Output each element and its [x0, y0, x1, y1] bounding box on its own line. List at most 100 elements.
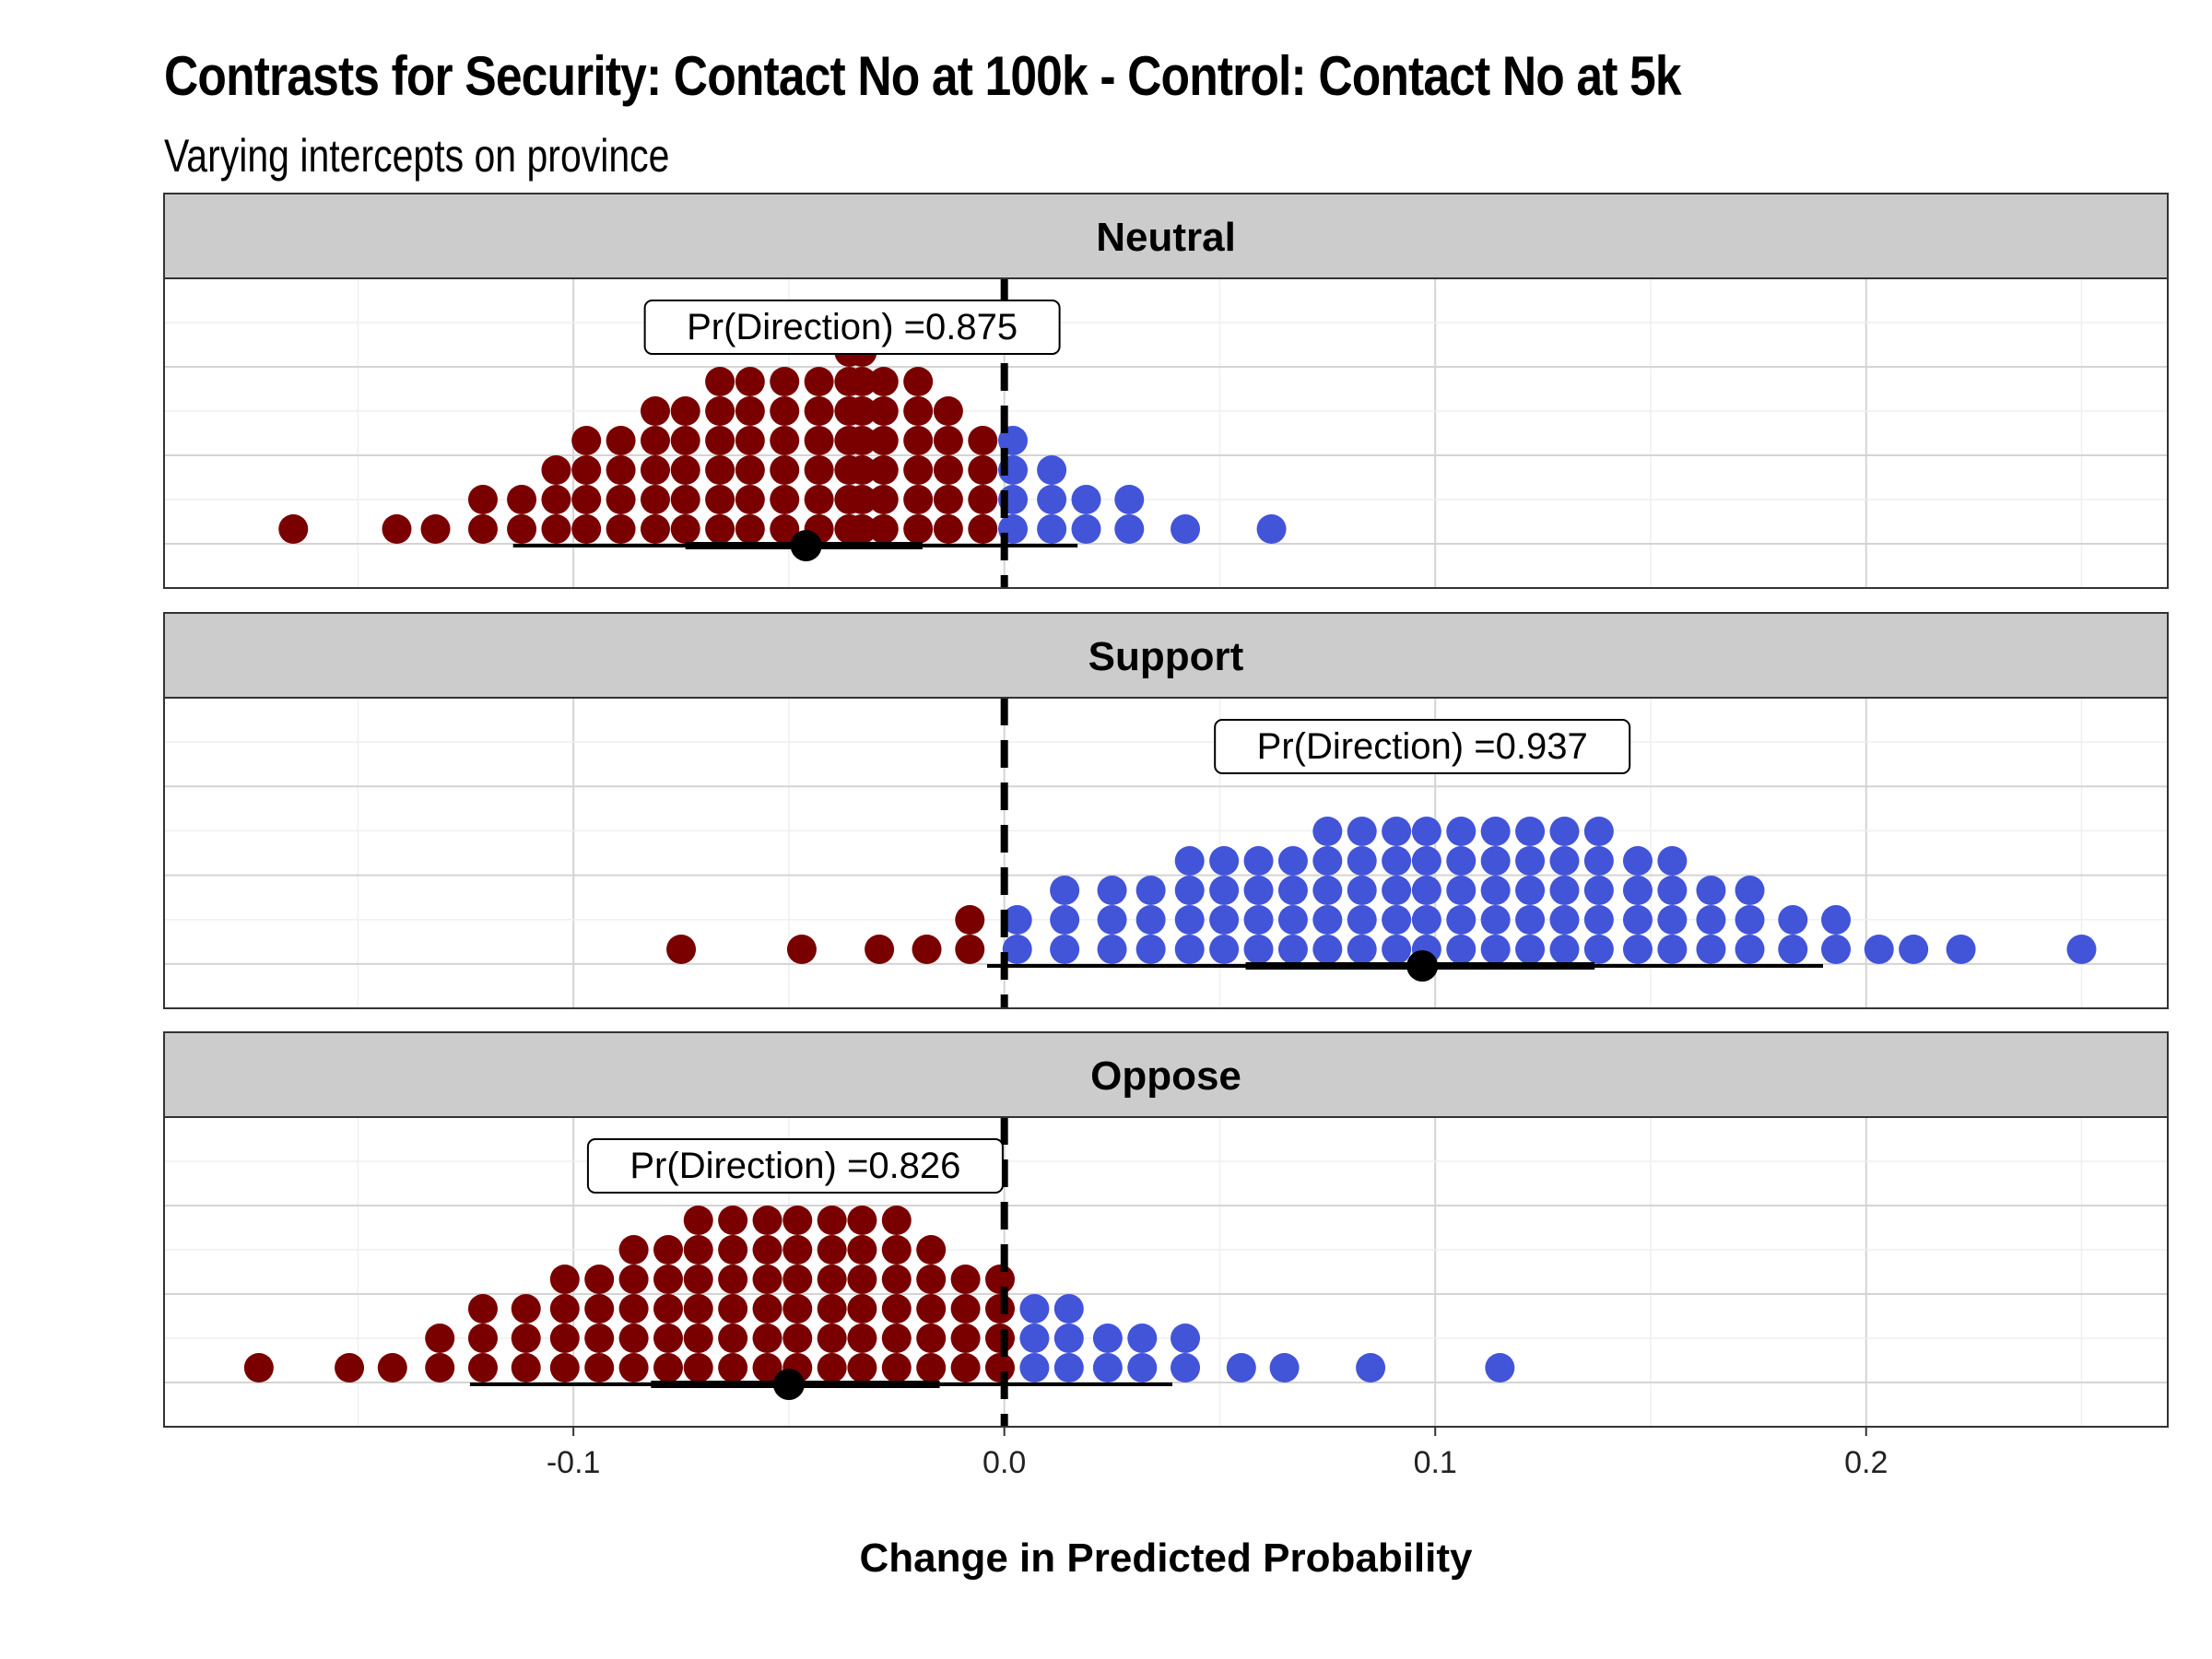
dot-mark	[1382, 905, 1412, 935]
dot-mark	[1050, 935, 1080, 964]
dot-mark	[683, 1265, 713, 1294]
dot-mark	[1480, 905, 1511, 935]
dot-mark	[1549, 935, 1580, 964]
dot-mark	[881, 1353, 912, 1382]
dot-mark	[1347, 876, 1377, 905]
dot-mark	[670, 426, 700, 455]
dot-mark	[903, 367, 934, 396]
dot-mark	[955, 935, 985, 964]
panel-background	[164, 698, 2168, 1008]
dot-mark	[770, 514, 800, 544]
dot-mark	[1411, 876, 1441, 905]
dot-mark	[2066, 935, 2097, 964]
facet-strip-label: Neutral	[1096, 215, 1236, 260]
dot-mark	[618, 1294, 649, 1324]
dot-mark	[584, 1265, 615, 1294]
dot-mark	[1053, 1353, 1084, 1382]
dot-mark	[865, 935, 895, 964]
dot-mark	[653, 1294, 684, 1324]
dot-mark	[1411, 846, 1441, 876]
dot-mark	[1243, 876, 1274, 905]
dot-mark	[1312, 846, 1343, 876]
dot-mark	[1515, 846, 1546, 876]
dot-mark	[467, 1353, 498, 1382]
dot-mark	[1515, 935, 1546, 964]
dot-mark	[1382, 817, 1412, 846]
dot-mark	[1226, 1353, 1256, 1382]
dot-mark	[817, 1206, 847, 1235]
dot-mark	[1778, 905, 1808, 935]
dot-mark	[912, 935, 942, 964]
dot-mark	[420, 514, 451, 544]
dot-mark	[1583, 935, 1614, 964]
dot-mark	[817, 1265, 847, 1294]
dot-mark	[718, 1353, 748, 1382]
dot-mark	[968, 514, 998, 544]
dot-mark	[1347, 817, 1377, 846]
dot-mark	[1171, 514, 1201, 544]
dot-mark	[868, 396, 899, 426]
dot-mark	[985, 1265, 1016, 1294]
dot-mark	[735, 485, 765, 514]
dot-mark	[1411, 817, 1441, 846]
dot-mark	[735, 396, 765, 426]
dot-mark	[584, 1324, 615, 1353]
dot-mark	[933, 426, 963, 455]
dot-mark	[847, 485, 877, 514]
pr-direction-label: Pr(Direction) =0.826	[629, 1146, 960, 1186]
dot-mark	[782, 1265, 813, 1294]
dot-mark	[670, 514, 700, 544]
dot-mark	[985, 1294, 1016, 1324]
facet-strip	[163, 1031, 2169, 1118]
dot-mark	[467, 485, 498, 514]
dot-mark	[950, 1353, 981, 1382]
dot-mark	[584, 1294, 615, 1324]
dot-mark	[933, 455, 963, 485]
dot-mark	[1127, 1353, 1158, 1382]
dot-mark	[718, 1265, 748, 1294]
dot-mark	[606, 455, 636, 485]
dot-mark	[847, 514, 877, 544]
dot-mark	[1446, 846, 1477, 876]
dot-mark	[770, 396, 800, 426]
dot-mark	[770, 455, 800, 485]
dot-mark	[1696, 905, 1726, 935]
dot-mark	[670, 455, 700, 485]
panel-border	[163, 277, 2169, 589]
dot-mark	[1114, 485, 1145, 514]
facet-strip-label: Support	[1088, 634, 1244, 679]
dot-mark	[606, 426, 636, 455]
dot-mark	[1622, 876, 1653, 905]
dot-mark	[618, 1324, 649, 1353]
dot-mark	[511, 1294, 541, 1324]
dot-mark	[1735, 876, 1765, 905]
dot-mark	[705, 367, 735, 396]
dot-mark	[1515, 905, 1546, 935]
dot-mark	[606, 514, 636, 544]
dot-mark	[571, 485, 602, 514]
dot-mark	[786, 935, 817, 964]
panel-border	[163, 697, 2169, 1009]
dot-mark	[670, 485, 700, 514]
dot-mark	[933, 396, 963, 426]
dot-mark	[1622, 846, 1653, 876]
dot-mark	[705, 426, 735, 455]
dot-mark	[903, 485, 934, 514]
dot-mark	[881, 1324, 912, 1353]
dot-mark	[382, 514, 412, 544]
dot-mark	[1657, 876, 1688, 905]
dot-mark	[705, 396, 735, 426]
dot-mark	[1171, 1353, 1201, 1382]
dot-mark	[1019, 1324, 1050, 1353]
dot-mark	[683, 1294, 713, 1324]
dot-mark	[770, 367, 800, 396]
dot-mark	[1946, 935, 1976, 964]
dot-mark	[571, 455, 602, 485]
dot-mark	[1127, 1324, 1158, 1353]
dot-mark	[752, 1324, 782, 1353]
dot-mark	[571, 426, 602, 455]
dot-mark	[916, 1324, 947, 1353]
dot-mark	[653, 1265, 684, 1294]
dot-mark	[782, 1206, 813, 1235]
dot-mark	[1312, 876, 1343, 905]
